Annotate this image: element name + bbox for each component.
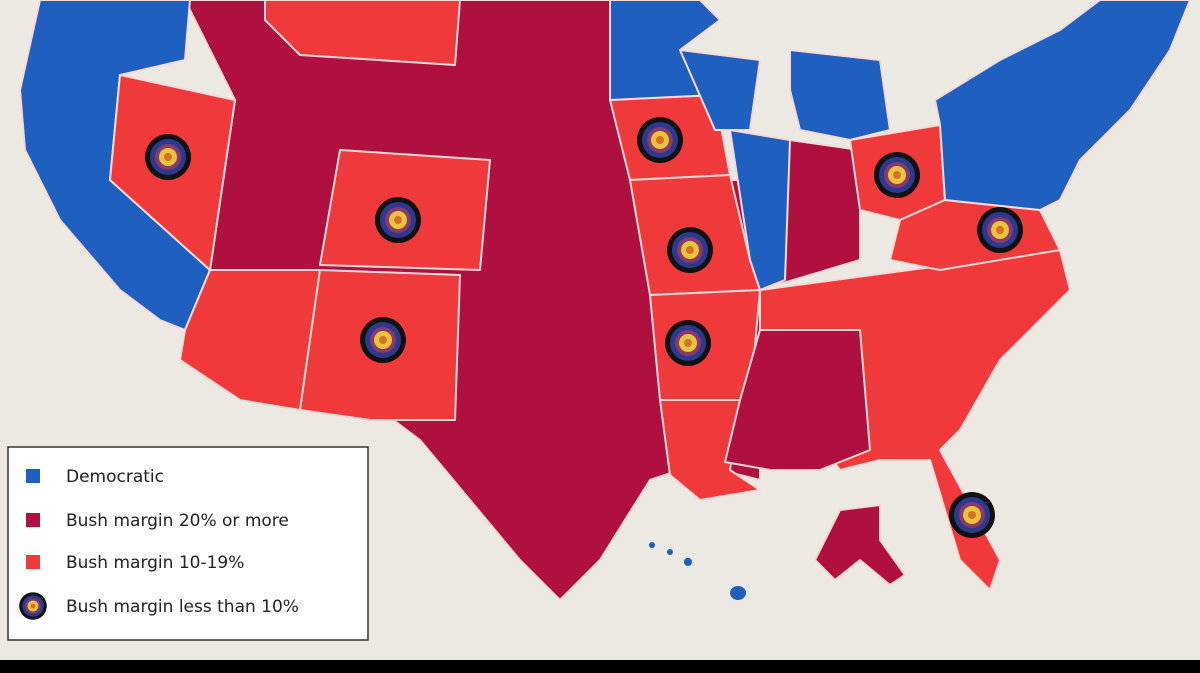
legend-swatch	[26, 513, 40, 527]
legend-target	[19, 592, 47, 620]
states	[19, 0, 1191, 601]
state	[814, 504, 906, 586]
legend: Democratic Bush margin 20% or more Bush …	[7, 446, 369, 641]
target	[360, 317, 406, 363]
bottom-bar	[0, 660, 1200, 673]
target	[977, 207, 1023, 253]
target	[874, 152, 920, 198]
target	[667, 227, 713, 273]
state	[724, 329, 871, 471]
legend-swatch	[26, 555, 40, 569]
hawaii	[649, 542, 746, 600]
state	[934, 0, 1191, 211]
legend-label: Bush margin less than 10%	[66, 597, 299, 617]
legend-label: Bush margin 10-19%	[66, 553, 244, 573]
state	[679, 49, 761, 131]
state	[789, 49, 891, 141]
target	[949, 492, 995, 538]
legend-box	[7, 446, 369, 641]
state	[729, 129, 791, 291]
target	[145, 134, 191, 180]
legend-swatch	[26, 469, 40, 483]
legend-label: Democratic	[66, 467, 164, 487]
target	[665, 320, 711, 366]
state	[264, 0, 461, 66]
target	[375, 197, 421, 243]
legend-label: Bush margin 20% or more	[66, 511, 289, 531]
target	[637, 117, 683, 163]
